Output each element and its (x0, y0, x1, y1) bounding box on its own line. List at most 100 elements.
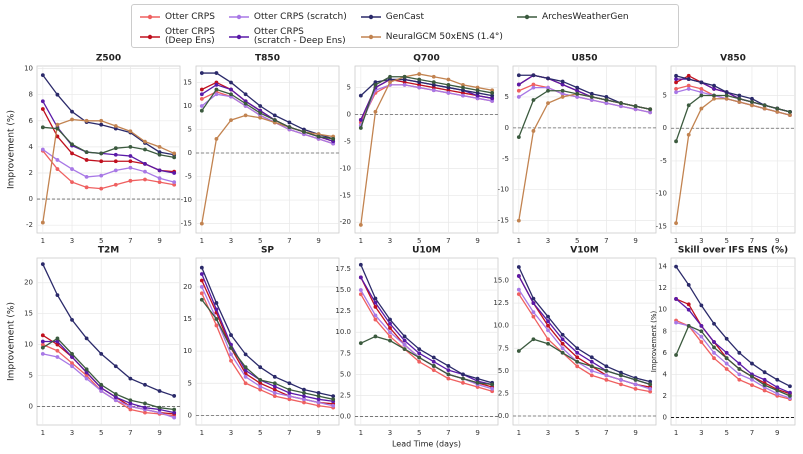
data-point (546, 319, 550, 324)
y-tick-label: 2.5 (340, 391, 351, 399)
data-point (214, 87, 219, 92)
panel: Z500 -2 0 2 4 6 8 10 1 3 5 7 9 Improvement (%) (7, 54, 181, 245)
data-point (40, 345, 45, 350)
data-point (172, 410, 177, 415)
series-line (360, 335, 493, 386)
data-point (172, 415, 177, 420)
data-point (604, 373, 609, 378)
data-point (516, 73, 521, 78)
series-line (675, 98, 791, 224)
data-point (316, 400, 321, 405)
data-point (417, 82, 422, 87)
data-point (775, 388, 780, 393)
data-point (619, 104, 623, 109)
data-point (475, 88, 480, 93)
data-point (70, 117, 74, 122)
x-tick-label: 5 (417, 237, 421, 245)
x-tick-label: 9 (157, 429, 161, 437)
y-tick-label: 10.0 (493, 322, 509, 330)
data-point (699, 329, 704, 334)
data-point (243, 113, 248, 118)
series-line (42, 150, 175, 190)
data-point (648, 107, 653, 112)
y-axis-label: Improvement (%) (7, 302, 17, 381)
y-tick-label: 5 (29, 372, 33, 380)
data-point (316, 390, 321, 395)
data-point (243, 92, 248, 97)
data-point (402, 342, 407, 347)
data-point (775, 391, 780, 396)
data-point (475, 85, 480, 90)
data-point (674, 87, 678, 91)
data-point (373, 296, 378, 301)
data-point (128, 376, 133, 381)
data-point (531, 82, 536, 87)
data-point (70, 364, 74, 369)
data-point (272, 390, 277, 395)
data-point (302, 129, 306, 134)
x-tick-label: 7 (604, 429, 608, 437)
data-point (788, 390, 792, 395)
data-point (431, 364, 436, 368)
data-point (712, 345, 716, 350)
data-point (302, 400, 306, 405)
x-tick-label: 1 (200, 429, 204, 437)
data-point (417, 77, 422, 82)
y-tick-label: 5 (663, 91, 667, 99)
legend-marker (147, 14, 153, 20)
plot-area (670, 65, 796, 234)
data-point (214, 317, 219, 321)
data-point (575, 359, 580, 364)
data-point (199, 97, 204, 101)
data-point (70, 317, 74, 322)
data-point (84, 174, 89, 179)
data-point (775, 109, 780, 114)
data-point (737, 372, 742, 377)
data-point (214, 307, 219, 312)
x-tick-label: 7 (446, 237, 450, 245)
data-point (128, 165, 133, 170)
data-point (516, 218, 521, 223)
series-line (518, 266, 651, 383)
series-line (518, 289, 651, 390)
data-point (143, 382, 147, 387)
data-point (157, 176, 162, 181)
y-tick-label: 0 (29, 402, 33, 410)
data-point (128, 407, 133, 412)
data-point (40, 342, 45, 347)
data-point (172, 171, 177, 175)
data-point (417, 85, 422, 90)
series-line (201, 286, 334, 407)
data-point (229, 87, 233, 92)
data-point (648, 379, 653, 384)
data-point (243, 381, 248, 386)
x-tick-label: 1 (200, 237, 204, 245)
data-point (214, 301, 219, 305)
data-point (788, 394, 792, 398)
data-point (531, 301, 536, 306)
data-point (575, 350, 580, 355)
data-point (172, 151, 177, 156)
data-point (560, 95, 565, 99)
data-point (128, 404, 133, 409)
data-point (214, 71, 219, 75)
panel-title: U10M (412, 246, 441, 256)
data-point (516, 82, 521, 87)
data-point (699, 334, 704, 339)
y-tick-label: 0 (663, 124, 667, 132)
y-tick-label: 10 (183, 102, 192, 110)
data-point (604, 364, 609, 369)
data-point (619, 373, 623, 378)
series-line (360, 264, 493, 384)
x-tick-label: 1 (517, 237, 521, 245)
data-point (214, 323, 219, 328)
data-point (446, 82, 451, 87)
data-point (475, 93, 480, 98)
data-point (143, 410, 147, 415)
data-point (531, 98, 536, 102)
series-line (201, 293, 334, 409)
data-point (750, 96, 754, 101)
data-point (589, 95, 594, 99)
x-tick-label: 1 (41, 429, 45, 437)
x-tick-label: 7 (287, 429, 291, 437)
